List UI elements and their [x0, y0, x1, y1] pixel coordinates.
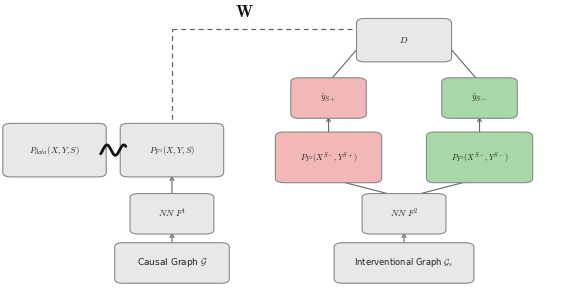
- Text: Interventional Graph $\mathcal{G}_s$: Interventional Graph $\mathcal{G}_s$: [355, 256, 454, 269]
- Text: $NN\ F^1$: $NN\ F^1$: [157, 207, 186, 220]
- FancyBboxPatch shape: [334, 243, 474, 283]
- FancyBboxPatch shape: [3, 124, 106, 177]
- Text: $D$: $D$: [400, 35, 409, 45]
- FancyBboxPatch shape: [356, 18, 451, 62]
- FancyBboxPatch shape: [130, 194, 214, 234]
- Text: $P_{F^2}(X^{S-},Y^{S-})$: $P_{F^2}(X^{S-},Y^{S-})$: [451, 150, 508, 165]
- FancyBboxPatch shape: [442, 78, 517, 118]
- Text: Causal Graph $\mathcal{G}$: Causal Graph $\mathcal{G}$: [137, 256, 207, 269]
- Text: $P_{data}(X,Y,S)$: $P_{data}(X,Y,S)$: [29, 144, 80, 157]
- FancyBboxPatch shape: [362, 194, 446, 234]
- Text: $\hat{y}_{S-}$: $\hat{y}_{S-}$: [472, 92, 488, 104]
- FancyBboxPatch shape: [115, 243, 229, 283]
- Text: $P_{F^1}(X,Y,S)$: $P_{F^1}(X,Y,S)$: [149, 144, 195, 157]
- Text: $P_{F^2}(X^{S-},Y^{S+})$: $P_{F^2}(X^{S-},Y^{S+})$: [300, 150, 357, 165]
- Text: $\hat{y}_{S+}$: $\hat{y}_{S+}$: [320, 92, 337, 104]
- FancyBboxPatch shape: [120, 124, 224, 177]
- Text: $\mathbf{W}$: $\mathbf{W}$: [235, 3, 254, 21]
- FancyBboxPatch shape: [427, 132, 533, 183]
- Text: $NN\ F^2$: $NN\ F^2$: [389, 207, 418, 220]
- FancyBboxPatch shape: [275, 132, 382, 183]
- FancyBboxPatch shape: [291, 78, 366, 118]
